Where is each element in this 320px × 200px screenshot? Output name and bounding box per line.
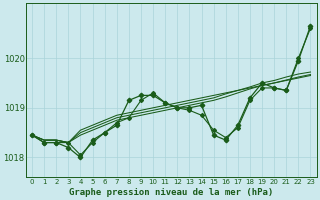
X-axis label: Graphe pression niveau de la mer (hPa): Graphe pression niveau de la mer (hPa) — [69, 188, 273, 197]
